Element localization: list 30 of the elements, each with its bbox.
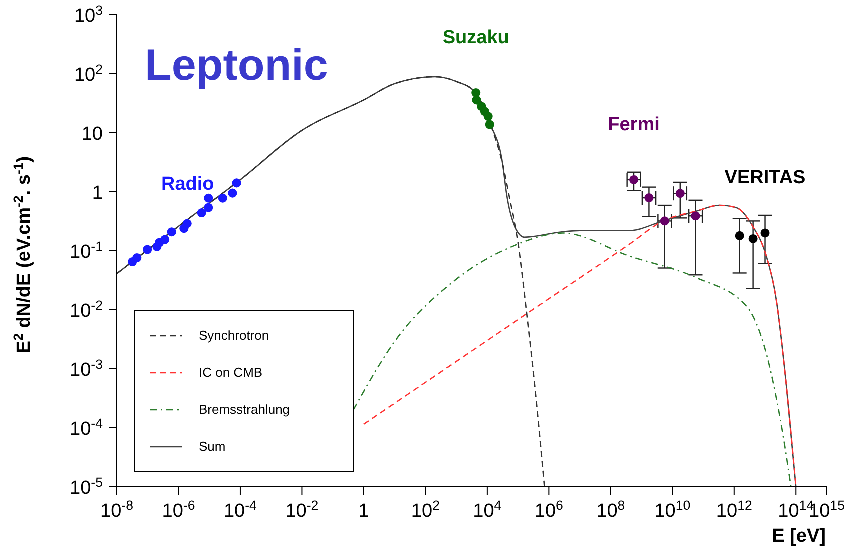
x-tick-label: 10$^{4}$ (473, 498, 502, 522)
x-tick-label: 10$^{6}$ (534, 498, 564, 522)
y-tick-label: 10 (82, 124, 103, 145)
legend-label: Synchrotron (199, 328, 270, 343)
x-tick-label: 10$^{-8}$ (100, 498, 134, 522)
legend-label: IC on CMB (199, 365, 263, 380)
legend-label: Bremsstrahlung (199, 402, 290, 417)
text: Suzaku (442, 28, 510, 49)
y-tick-label: 10$^{-5}$ (70, 474, 103, 499)
x-tick-label: 10$^{2}$ (411, 498, 440, 522)
y-tick-label: 1 (92, 183, 103, 204)
legend-label: Sum (199, 439, 226, 454)
x-tick-label: 10$^{-6}$ (162, 498, 196, 522)
text: VERITAS (724, 168, 806, 189)
y-tick-label: 10$^{-4}$ (70, 416, 103, 440)
text: Fermi (608, 114, 660, 136)
y-tick-label: 10$^{-2}$ (70, 298, 103, 322)
x-tick-label: 10$^{-4}$ (224, 498, 257, 522)
x-tick-label: 10$^{12}$ (716, 498, 752, 522)
y-tick-label: 10$^{-3}$ (70, 356, 103, 381)
x-tick-label: 10$^{-2}$ (286, 498, 319, 522)
annotation: Leptonic (145, 41, 328, 90)
series-label: Radio (162, 174, 214, 196)
x-axis-title: E [eV] (772, 526, 826, 547)
x-tick-label: 1 (358, 501, 370, 522)
x-tick-label: 10$^{10}$ (654, 498, 691, 522)
y-tick-label: 10$^{-1}$ (70, 238, 103, 263)
y-tick-label: 10$^{2}$ (74, 62, 103, 86)
y-tick-label: 10$^{3}$ (74, 2, 103, 27)
x-tick-label: 10$^{8}$ (596, 498, 626, 522)
